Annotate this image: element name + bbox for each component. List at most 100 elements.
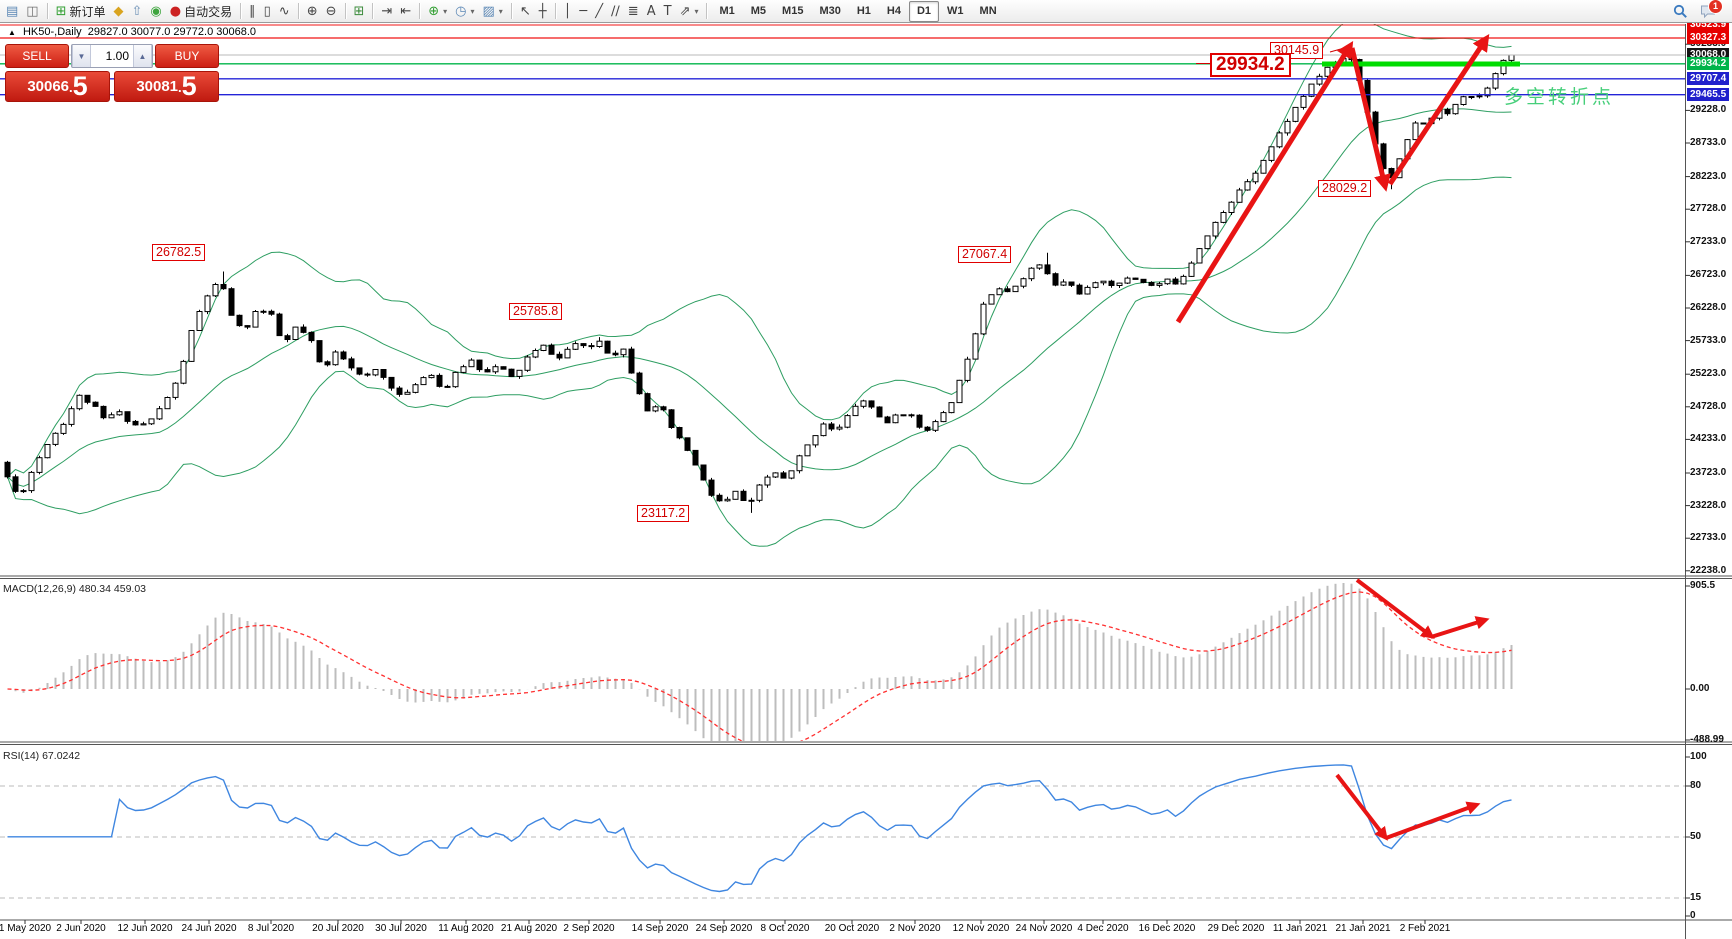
candle <box>204 295 211 313</box>
chat-icon[interactable]: 1 <box>1700 0 1723 19</box>
toolbar-separator <box>46 3 48 19</box>
candle <box>884 416 891 424</box>
candle <box>1244 181 1251 191</box>
collapse-triangle-icon[interactable]: ▲ <box>8 28 16 37</box>
timeframe-w1[interactable]: W1 <box>947 5 964 17</box>
chart-ohlc-values: 29827.0 30077.0 29772.0 30068.0 <box>87 26 257 38</box>
indicators-button[interactable]: ⊕ ▾ <box>424 1 451 22</box>
candle <box>844 415 851 428</box>
timeframe-m5[interactable]: M5 <box>750 5 767 17</box>
candle <box>580 343 587 347</box>
chart-profiles-button[interactable]: ◫ <box>22 1 42 22</box>
candle <box>1276 132 1283 148</box>
autotrade-button[interactable]: ● 自动交易 <box>166 1 236 22</box>
candle <box>1044 264 1051 275</box>
breakout-highlight-bar <box>1322 61 1520 67</box>
candle <box>564 348 571 359</box>
candle <box>908 414 915 417</box>
buy-price-tile[interactable]: 30081. 5 <box>114 71 219 102</box>
publish-button[interactable]: ◆ <box>110 1 128 22</box>
candle <box>188 330 195 362</box>
volume-input[interactable] <box>91 45 133 67</box>
candle <box>820 423 827 437</box>
chart-shift-icon: ⇤ <box>400 3 412 19</box>
sell-button[interactable]: SELL <box>5 44 69 68</box>
buy-button[interactable]: BUY <box>155 44 219 68</box>
zoom-in-button[interactable]: ⊕ <box>303 1 322 22</box>
new-order-button[interactable]: ⊞ 新订单 <box>52 1 110 22</box>
dropdown-caret-icon[interactable]: ▾ <box>443 6 448 16</box>
candle <box>1188 262 1195 277</box>
candle <box>804 444 811 457</box>
candle <box>604 340 611 354</box>
upload-chart-button[interactable]: ⇧ <box>128 1 147 22</box>
line-chart-button[interactable]: ∿ <box>275 1 294 22</box>
cursor-icon: ↖ <box>519 3 531 19</box>
timeframe-m1[interactable]: M1 <box>719 5 735 17</box>
candle <box>1460 96 1467 105</box>
sell-price-frac: 5 <box>72 71 88 101</box>
volume-down-icon[interactable]: ▼ <box>72 45 91 67</box>
candle <box>1036 264 1043 269</box>
candle <box>508 368 515 378</box>
search-icon[interactable] <box>1673 4 1688 19</box>
candle <box>900 414 907 417</box>
periods-button[interactable]: ◷ ▾ <box>451 1 478 22</box>
candle <box>468 359 475 368</box>
auto-scroll-button[interactable]: ⇥ <box>377 1 396 22</box>
templates-button[interactable]: ▨ ▾ <box>479 1 507 22</box>
candle <box>748 499 755 502</box>
timeframe-h4[interactable]: H4 <box>886 5 901 17</box>
autotrade-button-label: 自动交易 <box>184 4 233 19</box>
timeframe-mn[interactable]: MN <box>979 5 997 17</box>
bar-chart-button[interactable]: ∥ <box>245 1 260 22</box>
dropdown-caret-icon[interactable]: ▾ <box>498 6 503 16</box>
zoom-out-button[interactable]: ⊖ <box>322 1 341 22</box>
timeframe-m15[interactable]: M15 <box>782 5 804 17</box>
indicators-icon: ⊕ <box>428 3 440 19</box>
candle <box>1084 286 1091 295</box>
rsi-label: RSI(14) 67.0242 <box>3 750 81 762</box>
candle <box>52 432 59 445</box>
fibonacci-button[interactable]: ≣ <box>624 1 643 22</box>
candle <box>828 423 835 430</box>
candle <box>364 373 371 376</box>
tile-windows-button[interactable]: ⊞ <box>350 1 369 22</box>
candle <box>1444 109 1451 115</box>
candle <box>644 393 651 412</box>
arrows-button[interactable]: ⇗ ▾ <box>676 1 703 22</box>
candle <box>36 457 43 473</box>
chart-shift-button[interactable]: ⇤ <box>396 1 415 22</box>
candle <box>796 455 803 472</box>
candle <box>132 420 139 426</box>
timeframe-d1[interactable]: D1 <box>908 0 940 22</box>
candle <box>988 294 995 305</box>
dropdown-caret-icon[interactable]: ▾ <box>470 6 475 16</box>
one-click-trade-panel: SELL ▼ ▲ BUY 30066.5 30081.5 <box>5 44 219 102</box>
new-chart-button[interactable]: ▤ <box>2 1 22 22</box>
channel-button[interactable]: ∕∕ <box>607 1 624 22</box>
vertical-line-button[interactable]: │ <box>560 1 576 22</box>
candle-chart-button[interactable]: ▯ <box>260 1 275 22</box>
crosshair-button[interactable]: ┼ <box>535 1 551 22</box>
candle <box>476 359 483 371</box>
label-button[interactable]: T <box>660 1 676 22</box>
horizontal-line-button[interactable]: ─ <box>575 1 591 22</box>
timeframe-m30[interactable]: M30 <box>819 5 841 17</box>
trendline-button[interactable]: ╱ <box>591 1 607 22</box>
timeframe-h1[interactable]: H1 <box>856 5 871 17</box>
text-button[interactable]: A <box>643 1 660 22</box>
dropdown-caret-icon[interactable]: ▾ <box>694 6 699 16</box>
candle <box>964 358 971 381</box>
signals-button[interactable]: ◉ <box>146 1 165 22</box>
candle <box>428 374 435 379</box>
candle <box>1452 103 1459 115</box>
candle <box>1300 95 1307 108</box>
cursor-button[interactable]: ↖ <box>516 1 535 22</box>
volume-up-icon[interactable]: ▲ <box>133 45 152 67</box>
candle <box>1180 275 1187 285</box>
trend-arrow <box>1355 578 1435 639</box>
candle <box>956 379 963 404</box>
sell-price-tile[interactable]: 30066. 5 <box>5 71 110 102</box>
